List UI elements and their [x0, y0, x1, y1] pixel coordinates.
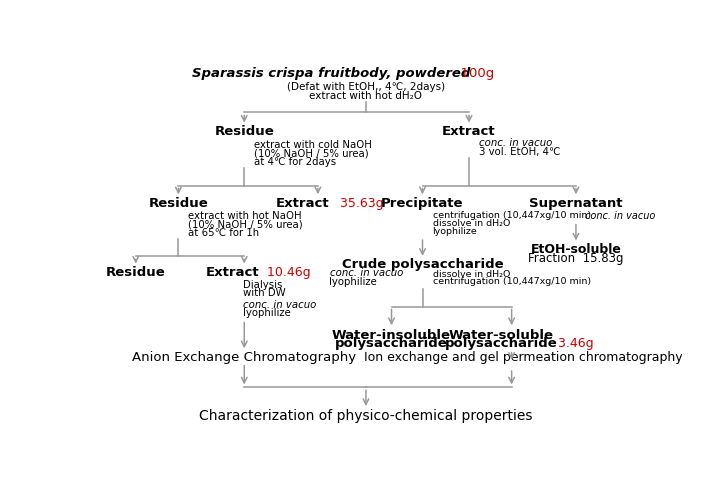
Text: 3.46g: 3.46g [554, 337, 594, 350]
Text: Fraction  15.83g: Fraction 15.83g [528, 253, 624, 266]
Text: conc. in vacuo: conc. in vacuo [479, 138, 553, 148]
Text: Extract: Extract [206, 266, 259, 279]
Text: at 65℃ for 1h: at 65℃ for 1h [188, 227, 260, 237]
Text: centrifugation (10,447xg/10 min): centrifugation (10,447xg/10 min) [433, 211, 590, 220]
Text: centrifugation (10,447xg/10 min): centrifugation (10,447xg/10 min) [433, 278, 590, 287]
Text: Extract: Extract [276, 197, 329, 210]
Text: Sparassis crispa fruitbody, powdered: Sparassis crispa fruitbody, powdered [192, 68, 471, 81]
Text: Crude polysaccharide: Crude polysaccharide [342, 258, 503, 271]
Text: Water-soluble: Water-soluble [449, 329, 554, 342]
Text: polysaccharide: polysaccharide [335, 337, 448, 350]
Text: (Defat with EtOH,, 4℃, 2days): (Defat with EtOH,, 4℃, 2days) [287, 82, 445, 92]
Text: (10% NaOH / 5% urea): (10% NaOH / 5% urea) [254, 148, 369, 158]
Text: dissolve in dH₂O: dissolve in dH₂O [433, 270, 510, 279]
Text: Water-insoluble: Water-insoluble [332, 329, 451, 342]
Text: Residue: Residue [214, 125, 274, 138]
Text: extract with cold NaOH: extract with cold NaOH [254, 140, 372, 150]
Text: 10.46g: 10.46g [263, 266, 311, 279]
Text: conc. in vacuo: conc. in vacuo [329, 269, 403, 279]
Text: Dialysis: Dialysis [243, 280, 282, 290]
Text: lyophilize: lyophilize [243, 309, 291, 319]
Text: polysaccharide: polysaccharide [445, 337, 558, 350]
Text: 100g: 100g [452, 68, 494, 81]
Text: 35.63g: 35.63g [336, 197, 384, 210]
Text: Ion exchange and gel permeation chromatography: Ion exchange and gel permeation chromato… [364, 351, 683, 364]
Text: extract with hot NaOH: extract with hot NaOH [188, 210, 302, 220]
Text: with DW: with DW [243, 289, 286, 299]
Text: extract with hot dH₂O: extract with hot dH₂O [309, 91, 423, 101]
Text: Supernatant: Supernatant [529, 197, 623, 210]
Text: Residue: Residue [149, 197, 208, 210]
Text: Precipitate: Precipitate [381, 197, 464, 210]
Text: lyophilize: lyophilize [433, 226, 478, 235]
Text: conc. in vacuo: conc. in vacuo [585, 210, 655, 220]
Text: 3 vol. EtOH, 4℃: 3 vol. EtOH, 4℃ [479, 147, 560, 157]
Text: dissolve in dH₂O: dissolve in dH₂O [433, 219, 510, 228]
Text: EtOH-soluble: EtOH-soluble [531, 243, 621, 256]
Text: lyophilize: lyophilize [329, 277, 377, 287]
Text: Anion Exchange Chromatography: Anion Exchange Chromatography [132, 351, 356, 364]
Text: Characterization of physico-chemical properties: Characterization of physico-chemical pro… [199, 409, 533, 423]
Text: Residue: Residue [106, 266, 166, 279]
Text: (10% NaOH / 5% urea): (10% NaOH / 5% urea) [188, 219, 303, 229]
Text: at 4℃ for 2days: at 4℃ for 2days [254, 157, 336, 167]
Text: Extract: Extract [442, 125, 496, 138]
Text: conc. in vacuo: conc. in vacuo [243, 300, 316, 310]
